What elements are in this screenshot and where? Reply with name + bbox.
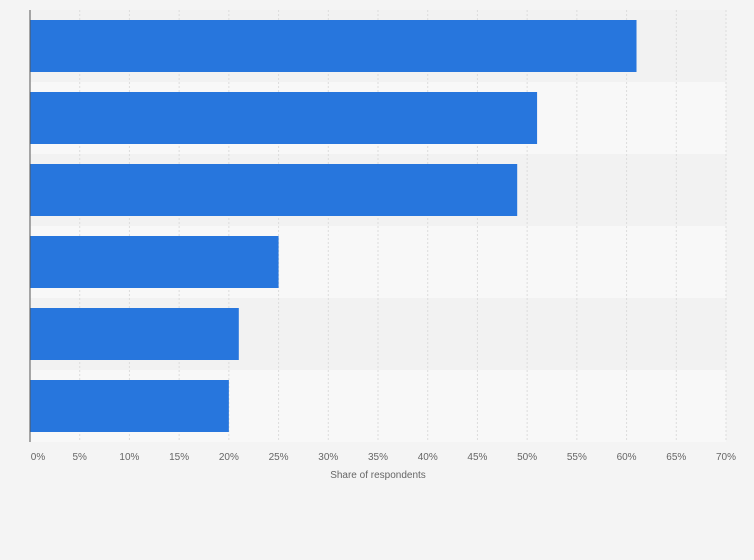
bar xyxy=(30,164,518,216)
x-tick-label: 65% xyxy=(666,452,686,463)
x-tick-label: 50% xyxy=(517,452,537,463)
grid-lines xyxy=(79,10,727,442)
x-tick-label: 25% xyxy=(269,452,289,463)
bars xyxy=(30,20,637,432)
x-tick-label: 5% xyxy=(72,452,87,463)
bar xyxy=(30,380,229,432)
bar xyxy=(30,236,279,288)
x-tick-label: 0% xyxy=(31,452,46,463)
x-tick-label: 10% xyxy=(119,452,139,463)
x-tick-labels: 0% 5% 10% 15% 20% 25% 30% 35% 40% 45% 50% 55% 60% 65%… xyxy=(31,452,736,463)
bar xyxy=(30,20,637,72)
x-tick-label: 60% xyxy=(617,452,637,463)
x-tick-label: 20% xyxy=(219,452,239,463)
x-tick-label: 15% xyxy=(169,452,189,463)
x-tick-label: 35% xyxy=(368,452,388,463)
x-tick-label: 40% xyxy=(418,452,438,463)
x-axis-title: Share of respondents xyxy=(330,470,426,481)
bar xyxy=(30,308,239,360)
x-tick-label: 70% xyxy=(716,452,736,463)
bar xyxy=(30,92,538,144)
x-tick-label: 55% xyxy=(567,452,587,463)
x-tick-label: 45% xyxy=(467,452,487,463)
x-tick-label: 30% xyxy=(318,452,338,463)
